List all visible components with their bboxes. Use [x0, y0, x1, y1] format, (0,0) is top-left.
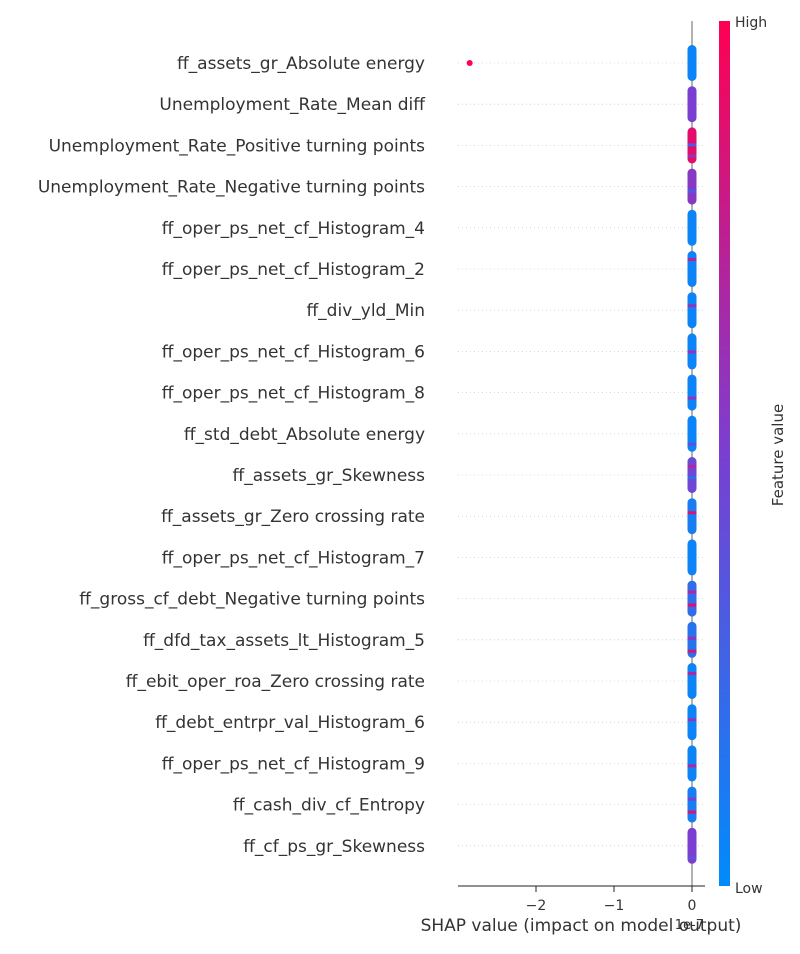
feature-label: Unemployment_Rate_Mean diff — [159, 95, 426, 115]
feature-point-cluster — [687, 209, 697, 246]
feature-labels: ff_assets_gr_Absolute energy Unemployment… — [38, 54, 426, 857]
feature-point-streak — [687, 396, 697, 400]
x-tick-label: −2 — [526, 898, 547, 914]
feature-label: ff_oper_ps_net_cf_Histogram_9 — [162, 754, 425, 774]
feature-label: ff_cf_ps_gr_Skewness — [243, 837, 425, 857]
feature-label: ff_div_yld_Min — [306, 301, 425, 321]
feature-label: ff_assets_gr_Skewness — [233, 466, 426, 486]
feature-label: ff_oper_ps_net_cf_Histogram_6 — [162, 342, 425, 362]
feature-point-cluster — [687, 415, 697, 452]
feature-point-streak — [687, 304, 697, 308]
feature-point-streak — [687, 143, 697, 147]
feature-label: Unemployment_Rate_Positive turning point… — [49, 136, 426, 156]
beeswarm-points — [466, 45, 697, 864]
feature-point-streak — [687, 636, 697, 640]
feature-label: ff_debt_entrpr_val_Histogram_6 — [155, 713, 425, 733]
x-axis-label: SHAP value (impact on model output) — [421, 916, 742, 936]
feature-label: ff_std_debt_Absolute energy — [184, 425, 425, 445]
feature-point-streak — [687, 797, 697, 801]
feature-point-streak — [687, 465, 697, 468]
feature-point-streak — [687, 649, 697, 653]
feature-outlier-point — [466, 60, 473, 66]
feature-point-cluster — [687, 374, 697, 411]
x-tick-label: 0 — [688, 898, 697, 914]
feature-label: ff_dfd_tax_assets_lt_Histogram_5 — [143, 631, 425, 651]
feature-point-cluster — [687, 827, 697, 864]
feature-point-streak — [687, 511, 697, 515]
feature-point-streak — [687, 154, 697, 158]
feature-point-streak — [687, 350, 697, 354]
feature-label: ff_oper_ps_net_cf_Histogram_8 — [162, 384, 425, 404]
colorbar-title: Feature value — [769, 404, 787, 506]
feature-label: ff_assets_gr_Zero crossing rate — [161, 507, 425, 527]
feature-label: ff_gross_cf_debt_Negative turning points — [79, 590, 425, 610]
feature-point-cluster — [687, 704, 697, 741]
feature-point-cluster — [687, 168, 697, 205]
feature-label: ff_oper_ps_net_cf_Histogram_4 — [162, 219, 425, 239]
feature-point-cluster — [687, 786, 697, 823]
colorbar: High Low Feature value — [719, 15, 787, 897]
feature-point-streak — [687, 476, 697, 479]
x-axis: −2 −1 0 1e-7 SHAP value (impact on model o… — [421, 885, 742, 936]
feature-point-cluster — [687, 45, 697, 81]
feature-label: ff_cash_div_cf_Entropy — [233, 796, 425, 816]
feature-point-streak — [687, 442, 697, 446]
feature-point-streak — [687, 718, 697, 722]
feature-point-streak — [687, 603, 697, 607]
feature-point-streak — [687, 672, 697, 675]
colorbar-gradient — [719, 21, 730, 886]
feature-point-streak — [687, 189, 697, 193]
feature-label: Unemployment_Rate_Negative turning point… — [38, 178, 425, 198]
colorbar-low-label: Low — [735, 881, 763, 897]
feature-label: ff_oper_ps_net_cf_Histogram_7 — [162, 548, 425, 568]
feature-point-cluster — [687, 457, 697, 493]
feature-label: ff_assets_gr_Absolute energy — [177, 54, 425, 74]
x-ticks: −2 −1 0 — [526, 886, 697, 914]
feature-label: ff_oper_ps_net_cf_Histogram_2 — [162, 260, 425, 280]
row-gridlines — [458, 62, 705, 847]
x-offset-label: 1e-7 — [675, 918, 704, 933]
feature-point-cluster — [687, 539, 697, 576]
feature-point-cluster — [687, 292, 697, 329]
feature-point-cluster — [687, 663, 697, 699]
colorbar-high-label: High — [735, 15, 767, 31]
feature-point-streak — [687, 590, 697, 594]
x-tick-label: −1 — [604, 898, 625, 914]
feature-point-streak — [687, 856, 697, 860]
feature-point-cluster — [687, 580, 697, 617]
feature-point-cluster — [687, 745, 697, 782]
feature-label: ff_ebit_oper_roa_Zero crossing rate — [126, 672, 425, 692]
feature-point-cluster — [687, 498, 697, 535]
feature-point-streak — [687, 764, 697, 768]
feature-point-cluster — [687, 251, 697, 287]
feature-point-cluster — [687, 86, 697, 123]
feature-point-streak — [687, 258, 697, 261]
feature-point-streak — [687, 810, 697, 814]
